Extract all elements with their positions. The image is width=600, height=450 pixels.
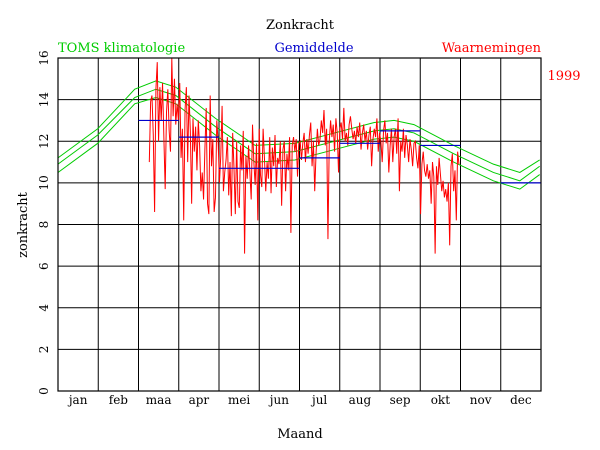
climatology-upper-line [57, 80, 540, 174]
y-tick-label: 16 [37, 50, 51, 65]
climatology-lower-line [57, 97, 540, 190]
y-tick-labels: 0 2 4 6 8 10 12 14 16 [37, 50, 51, 394]
monthly-mean-series [138, 119, 541, 184]
observation-series [148, 57, 460, 254]
x-tick-label: maa [146, 393, 172, 407]
x-tick-label: mei [228, 393, 250, 407]
y-tick-label: 8 [37, 221, 51, 229]
x-axis-label: Maand [277, 427, 323, 442]
x-tick-label: okt [431, 393, 450, 407]
y-axis-label: zonkracht [16, 191, 31, 258]
x-tick-label: jan [67, 393, 88, 407]
x-tick-label: feb [109, 393, 129, 407]
x-tick-label: jun [268, 393, 289, 407]
y-tick-label: 14 [37, 92, 51, 108]
legend-mean: Gemiddelde [274, 41, 353, 56]
x-tick-label: apr [189, 393, 210, 407]
climatology-mid-line [57, 88, 540, 182]
year-label: 1999 [547, 69, 580, 84]
y-tick-label: 6 [37, 262, 51, 270]
x-tick-labels: jan feb maa apr mei jun jul aug sep okt nov dec [67, 393, 532, 407]
plot-frame [57, 57, 542, 392]
x-tick-label: aug [349, 393, 372, 407]
plot-border [57, 57, 542, 392]
y-tick-label: 12 [37, 134, 51, 149]
x-tick-label: nov [470, 393, 492, 407]
legend-observations: Waarnemingen [442, 41, 542, 56]
legend-climatology: TOMS klimatologie [58, 41, 185, 56]
x-tick-label: jul [310, 393, 327, 407]
x-tick-label: dec [510, 393, 532, 407]
climatology-lines [57, 80, 540, 190]
y-tick-label: 2 [37, 346, 51, 354]
chart-title: Zonkracht [266, 18, 335, 33]
y-tick-label: 0 [37, 387, 51, 395]
y-tick-label: 4 [37, 304, 51, 312]
observation-line [148, 57, 460, 254]
x-tick-label: sep [390, 393, 411, 407]
y-tick-label: 10 [37, 175, 51, 190]
